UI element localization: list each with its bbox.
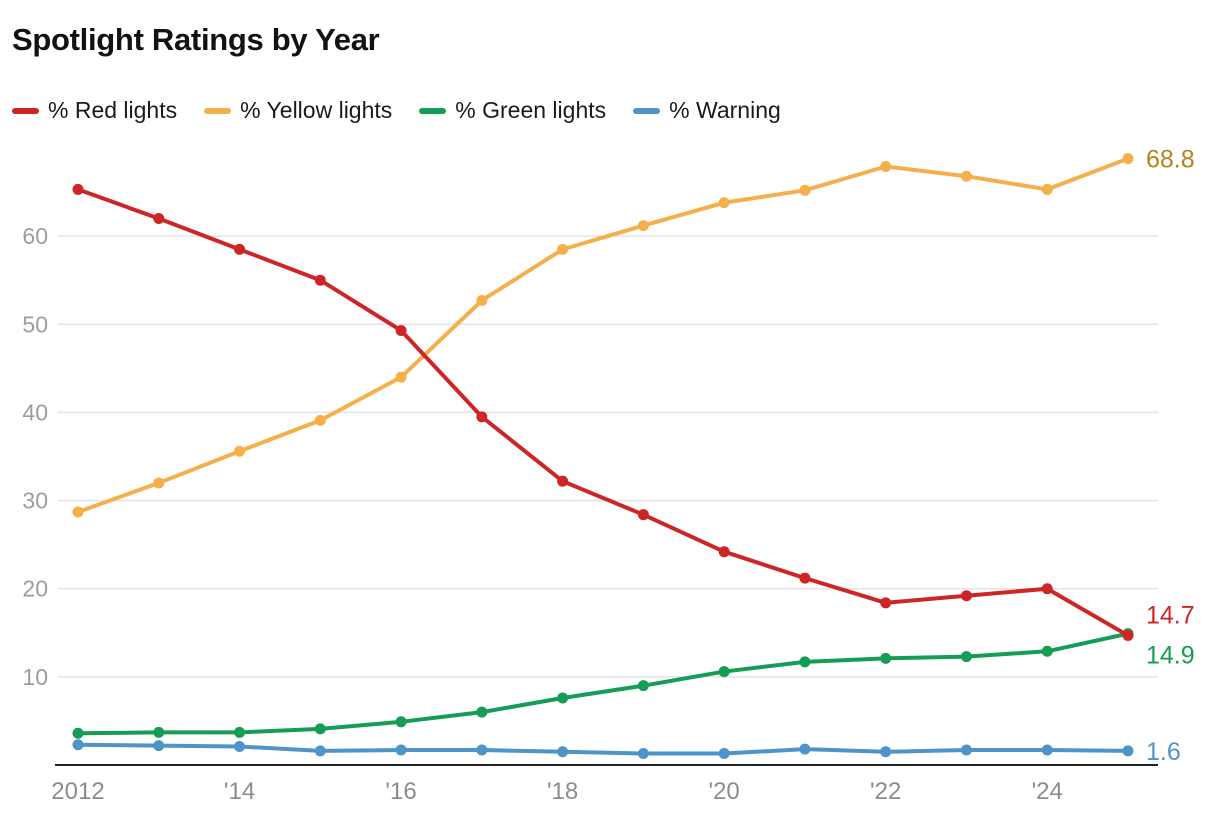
legend-label: % Green lights [455, 97, 607, 123]
data-point-marker [718, 748, 730, 760]
legend-item-red-lights: % Red lights [12, 97, 177, 124]
data-point-marker [1122, 745, 1134, 757]
x-axis-tick-label: '22 [870, 778, 901, 805]
data-point-marker [637, 680, 649, 692]
series-end-value-label: 14.9 [1146, 642, 1195, 670]
data-point-marker [395, 324, 407, 336]
data-point-marker [1122, 153, 1134, 165]
data-point-marker [637, 748, 649, 760]
data-point-marker [314, 745, 326, 757]
data-point-marker [153, 477, 165, 489]
data-point-marker [395, 371, 407, 383]
legend-item-warning: % Warning [633, 97, 781, 124]
data-point-marker [799, 572, 811, 584]
data-point-marker [395, 716, 407, 728]
series-line [76, 156, 1130, 515]
line-chart: 10 20 30 40 50 60 2012 '14 '16 '18 '20 '22 '24 68.8 14… [22, 146, 1195, 805]
legend-swatch-icon [419, 107, 447, 114]
legend-label: % Red lights [48, 97, 178, 123]
data-point-marker [234, 243, 246, 255]
x-axis-tick-label: '20 [709, 778, 740, 805]
series-green-lights [72, 628, 1134, 739]
series-line [76, 187, 1130, 638]
legend: % Red lights % Yellow lights % Green light… [12, 97, 781, 124]
x-axis-tick-label: '16 [385, 778, 416, 805]
data-point-marker [799, 656, 811, 668]
data-point-marker [880, 746, 892, 758]
series-line [76, 742, 1130, 756]
data-point-marker [72, 506, 84, 518]
data-point-marker [153, 740, 165, 752]
data-point-marker [72, 183, 84, 195]
data-point-marker [72, 739, 84, 751]
data-point-marker [72, 727, 84, 739]
data-point-marker [1041, 183, 1053, 195]
y-axis-tick-label: 10 [22, 664, 48, 690]
series-red-lights [72, 183, 1134, 641]
data-point-marker [718, 666, 730, 678]
data-point-marker [314, 274, 326, 286]
legend-label: % Warning [669, 97, 781, 123]
y-axis-tick-label: 40 [22, 399, 48, 425]
series-yellow-lights [72, 153, 1134, 518]
data-point-marker [557, 692, 569, 704]
data-point-marker [880, 652, 892, 664]
data-point-marker [153, 213, 165, 225]
legend-label: % Yellow lights [240, 97, 393, 123]
data-point-marker [234, 740, 246, 752]
data-point-marker [1041, 645, 1053, 657]
y-axis-tick-label: 50 [22, 311, 48, 337]
data-point-marker [476, 294, 488, 306]
data-point-marker [476, 706, 488, 718]
data-point-marker [153, 726, 165, 738]
data-point-marker [799, 743, 811, 755]
data-point-marker [637, 220, 649, 232]
series-end-value-label: 68.8 [1146, 146, 1195, 174]
data-point-marker [557, 243, 569, 255]
data-point-marker [234, 726, 246, 738]
series-line [76, 631, 1130, 736]
data-point-marker [234, 445, 246, 457]
data-point-marker [557, 475, 569, 487]
legend-swatch-icon [12, 107, 39, 114]
data-point-marker [1041, 744, 1053, 756]
data-point-marker [960, 170, 972, 182]
y-axis-tick-label: 60 [22, 223, 48, 249]
data-point-marker [314, 723, 326, 735]
series-warning [72, 739, 1134, 760]
y-axis-tick-label: 20 [22, 576, 48, 602]
data-point-marker [557, 746, 569, 758]
data-point-marker [476, 411, 488, 423]
chart-title: Spotlight Ratings by Year [12, 22, 380, 57]
data-point-marker [880, 597, 892, 609]
data-point-marker [718, 546, 730, 558]
data-point-marker [395, 744, 407, 756]
data-point-marker [637, 509, 649, 521]
data-point-marker [476, 744, 488, 756]
data-point-marker [960, 744, 972, 756]
data-point-marker [314, 414, 326, 426]
x-axis-tick-label: '14 [224, 778, 255, 805]
legend-swatch-icon [633, 107, 661, 114]
y-axis-tick-label: 30 [22, 488, 48, 514]
data-point-marker [1041, 583, 1053, 595]
x-axis-tick-label: 2012 [51, 778, 104, 805]
x-axis-tick-label: '24 [1032, 778, 1063, 805]
legend-item-yellow-lights: % Yellow lights [204, 97, 392, 124]
legend-swatch-icon [204, 107, 232, 114]
series-end-value-label: 14.7 [1146, 602, 1195, 630]
data-point-marker [718, 197, 730, 209]
series-end-value-label: 1.6 [1146, 738, 1181, 766]
data-point-marker [799, 184, 811, 196]
data-point-marker [1122, 629, 1134, 641]
x-axis-tick-label: '18 [547, 778, 578, 805]
data-point-marker [960, 651, 972, 663]
data-point-marker [880, 161, 892, 173]
data-point-marker [960, 590, 972, 602]
legend-item-green-lights: % Green lights [419, 97, 606, 124]
